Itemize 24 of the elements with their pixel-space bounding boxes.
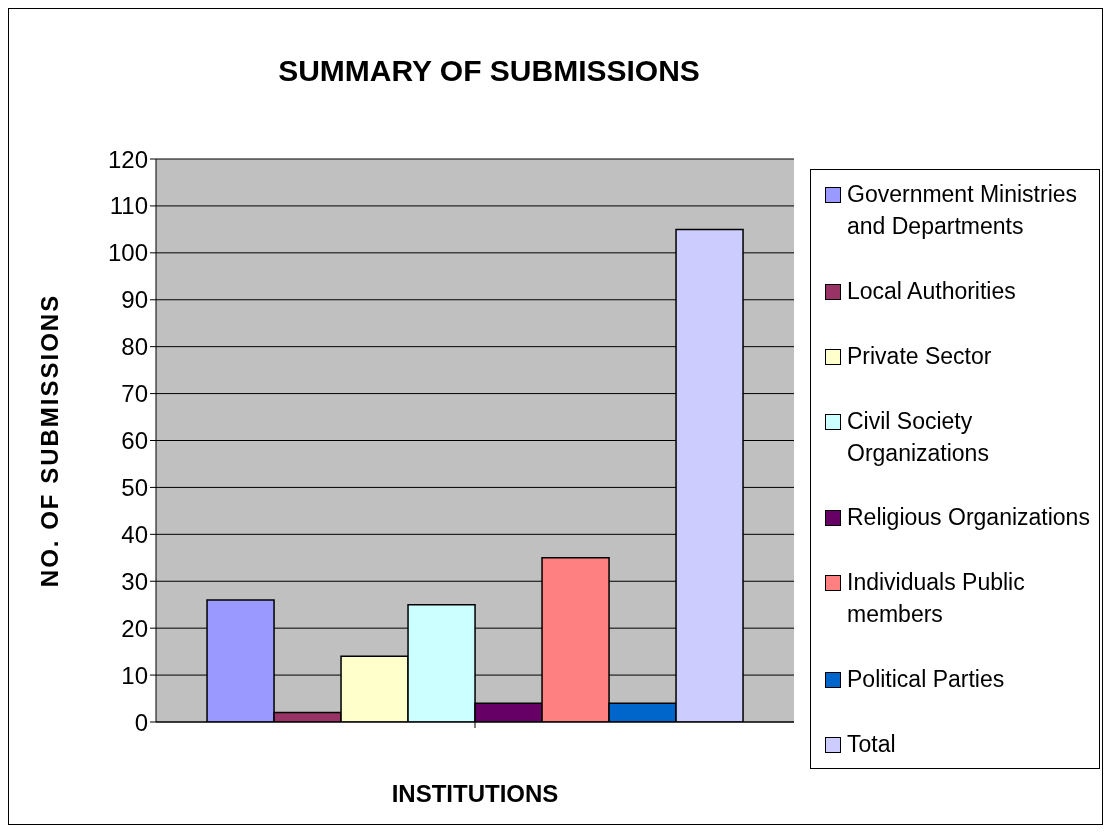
y-tick-label: 30 <box>121 567 148 595</box>
legend-label: Political Parties <box>847 665 1005 695</box>
legend-label: Individuals Public members <box>847 568 1026 630</box>
y-tick-label: 60 <box>121 427 148 455</box>
y-tick-label: 110 <box>109 192 148 220</box>
y-axis-title: NO. OF SUBMISSIONS <box>35 293 63 588</box>
y-tick-label: 120 <box>107 145 148 173</box>
y-tick-label: 20 <box>121 614 148 642</box>
chart-title: SUMMARY OF SUBMISSIONS <box>277 54 701 88</box>
legend-label: Religious Organizations <box>847 503 1090 533</box>
y-tick-label: 70 <box>121 380 148 408</box>
y-tick-label: 0 <box>134 708 148 736</box>
legend-label: Private Sector <box>847 341 992 371</box>
y-tick-label: 80 <box>121 333 148 361</box>
y-tick-label: 100 <box>107 239 148 267</box>
y-tick-label: 50 <box>121 473 148 501</box>
x-axis-title: INSTITUTIONS <box>391 780 559 807</box>
legend-label: Local Authorities <box>847 276 1016 306</box>
y-tick-label: 90 <box>121 286 148 314</box>
y-tick-label: 40 <box>121 520 148 548</box>
legend-label: Total <box>847 729 896 759</box>
legend-label: Government Ministries and Departments <box>847 180 1079 241</box>
legend-label: Civil Society Organizations <box>847 406 990 468</box>
y-tick-label: 10 <box>121 661 148 689</box>
